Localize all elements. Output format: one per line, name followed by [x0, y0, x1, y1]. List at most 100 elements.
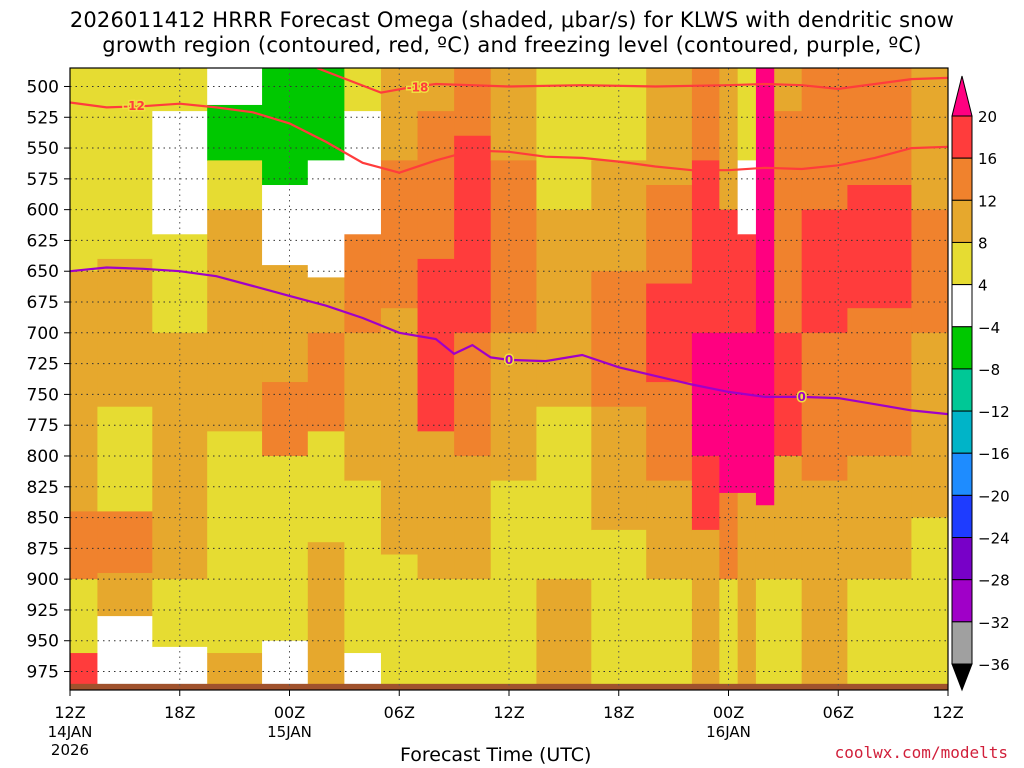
chart-title-line-2: growth region (contoured, red, ºC) and f…: [102, 33, 922, 57]
colorbar-label-12: −32: [978, 614, 1010, 632]
omega-cell-13-4: [646, 480, 693, 580]
x-tick-label-48: 12Z: [932, 703, 963, 722]
omega-cell-10-2: [490, 332, 538, 482]
omega-cell-19-2: [801, 332, 848, 482]
omega-cell-7-3: [380, 554, 419, 690]
omega-cell-13-5: [646, 579, 693, 690]
colorbar-box-0: [951, 115, 973, 159]
omega-cell-6-1: [344, 111, 382, 235]
colorbar-label-6: −8: [978, 361, 1000, 379]
omega-cell-5-5: [307, 542, 345, 690]
omega-cell-9-1: [454, 135, 492, 334]
y-tick-label-775: 775: [27, 416, 59, 436]
omega-cell-16-2: [737, 234, 757, 334]
y-tick-label-675: 675: [27, 293, 59, 313]
omega-cell-1-3: [97, 511, 153, 574]
omega-cell-3-1: [207, 104, 263, 161]
omega-cell-10-1: [490, 160, 538, 334]
y-tick-label-875: 875: [27, 539, 59, 559]
omega-cell-12-2: [591, 271, 647, 408]
omega-cell-9-4: [454, 579, 492, 690]
omega-cell-1-0: [97, 68, 153, 260]
omega-cell-12-3: [591, 406, 647, 531]
omega-cell-14-4: [691, 529, 720, 690]
omega-cell-3-3: [207, 209, 263, 432]
contour--18: [316, 68, 948, 94]
omega-cell-1-5: [97, 616, 153, 690]
omega-cell-14-2: [691, 332, 720, 457]
x-tick-label-18: 06Z: [384, 703, 415, 722]
omega-cell-4-2: [262, 265, 309, 383]
omega-cell-17-2: [755, 579, 775, 690]
colorbar-label-11: −28: [978, 572, 1010, 590]
colorbar-box-7: [951, 410, 973, 454]
colorbar-label-2: 12: [978, 192, 997, 210]
y-tick-label-975: 975: [27, 663, 59, 683]
omega-cell-1-2: [97, 406, 153, 513]
colorbar-label-13: −36: [978, 656, 1010, 674]
colorbar-box-5: [951, 326, 973, 370]
terrain-strip: [70, 683, 948, 690]
colorbar-box-2: [951, 199, 973, 243]
x-tick-year-0: 2026: [51, 741, 89, 759]
omega-cell-19-3: [801, 480, 848, 690]
colorbar-box-12: [951, 621, 973, 665]
omega-cell-4-0: [262, 68, 309, 186]
y-tick-label-750: 750: [27, 385, 59, 405]
colorbar-label-4: 4: [978, 277, 988, 295]
x-tick-label-24: 12Z: [493, 703, 524, 722]
omega-cell-8-2: [417, 258, 455, 432]
omega-cell-5-1: [307, 160, 345, 278]
omega-cell-9-0: [454, 68, 492, 137]
omega-cell-15-0: [719, 68, 739, 211]
y-tick-label-725: 725: [27, 355, 59, 375]
omega-cell-12-4: [591, 529, 647, 690]
omega-cell-18-4: [774, 579, 803, 690]
omega-cell-11-0: [536, 68, 592, 211]
omega-cell-4-5: [262, 640, 309, 690]
colorbar-box-10: [951, 537, 973, 581]
contour-label-0-b: 0: [797, 390, 805, 404]
colorbar-label-0: 20: [978, 108, 997, 126]
chart-title-line-1: 2026011412 HRRR Forecast Omega (shaded, …: [69, 8, 955, 32]
colorbar-bottom-arrow: [951, 663, 973, 692]
omega-cell-10-3: [490, 480, 538, 690]
omega-cell-6-2: [344, 234, 382, 334]
omega-cell-7-1: [380, 160, 419, 309]
omega-cell-3-2: [207, 160, 263, 211]
colorbar-label-1: 16: [978, 150, 997, 168]
omega-cell-18-3: [774, 455, 803, 580]
omega-cell-20-0: [847, 68, 913, 186]
omega-cell-8-3: [417, 431, 455, 580]
omega-cell-20-2: [847, 308, 913, 457]
y-tick-label-500: 500: [27, 77, 59, 97]
colorbar-box-3: [951, 241, 973, 286]
y-tick-label-850: 850: [27, 509, 59, 529]
omega-cell-8-1: [417, 111, 455, 260]
colorbar-label-7: −12: [978, 403, 1010, 421]
y-tick-label-525: 525: [27, 108, 59, 128]
colorbar-label-8: −16: [978, 445, 1010, 463]
y-tick-label-550: 550: [27, 139, 59, 159]
colorbar-box-8: [951, 452, 973, 496]
omega-cell-0-2: [70, 511, 99, 580]
colorbar: 20 16 12 8 4 −4 −8 −12 −16 −20 −24 −28 −32 −36: [951, 75, 1010, 692]
omega-cell-8-4: [417, 579, 455, 690]
y-tick-label-700: 700: [27, 324, 59, 344]
omega-cell-1-4: [97, 572, 153, 617]
omega-cell-0-0: [70, 68, 99, 272]
omega-cell-10-0: [490, 68, 538, 161]
x-axis-title: Forecast Time (UTC): [400, 744, 592, 766]
omega-cell-5-0: [307, 68, 345, 161]
credit-text[interactable]: coolwx.com/modelts: [834, 743, 1008, 762]
omega-cell-3-0: [207, 68, 263, 106]
x-tick-label-30: 18Z: [603, 703, 634, 722]
x-tick-label-6: 18Z: [164, 703, 195, 722]
y-tick-label-575: 575: [27, 170, 59, 190]
colorbar-box-6: [951, 368, 973, 412]
omega-cell-3-4: [207, 431, 263, 654]
omega-cell-20-4: [847, 579, 913, 690]
contour-label--12: -12: [123, 99, 145, 113]
omega-cell-16-3: [737, 332, 757, 494]
